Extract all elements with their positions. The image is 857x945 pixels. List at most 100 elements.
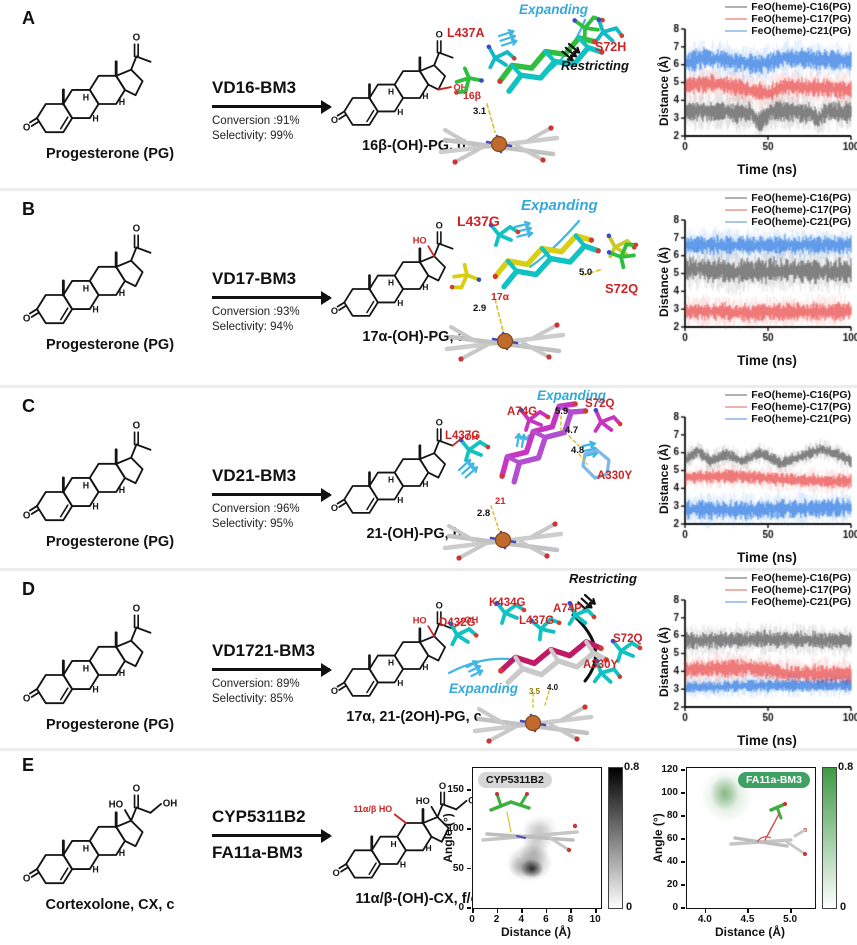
distance-value: 5.9 (555, 406, 569, 417)
svg-text:OH: OH (163, 799, 178, 810)
svg-text:H: H (426, 843, 432, 853)
y-tick-label: 0 (672, 902, 678, 913)
y-tick-label: 60 (666, 833, 678, 845)
y-axis-label: Distance (Å) (657, 56, 671, 127)
conversion-text: Conversion :93% (212, 306, 300, 318)
residue-label: S72Q (585, 398, 615, 410)
svg-text:O: O (133, 224, 141, 235)
x-tickmark (521, 909, 523, 913)
svg-text:O: O (436, 30, 443, 40)
svg-text:11α/β HO: 11α/β HO (353, 804, 392, 814)
residue-label: D432G (439, 617, 476, 629)
svg-text:O: O (23, 122, 31, 133)
svg-text:H: H (400, 859, 406, 869)
residue-label: K434G (489, 597, 526, 609)
residue-label: L437A (447, 26, 485, 40)
legend-label: FeO(heme)-C21(PG) (751, 596, 851, 608)
svg-text:H: H (119, 668, 125, 678)
restricting-label: Restricting (561, 58, 629, 73)
reaction-block: VD17-BM3 Conversion :93% Selectivity: 94… (212, 269, 336, 335)
reaction-arrow (212, 290, 332, 305)
svg-text:H: H (119, 288, 125, 298)
panel-E: E O O OH HO H H H Cortexolone, CX, c CYP5311B2… (0, 748, 857, 945)
svg-text:H: H (92, 114, 98, 124)
x-tickmark (545, 909, 548, 913)
svg-text:OH: OH (453, 82, 467, 92)
y-tick-label: 40 (666, 856, 678, 868)
time-series-plot (657, 412, 857, 552)
site-label: 21 (495, 496, 506, 507)
y-tick-label: 0 (458, 902, 464, 913)
legend-label: FeO(heme)-C17(PG) (751, 584, 851, 596)
colorbar (608, 767, 623, 909)
time-series-plot (657, 595, 857, 735)
x-axis-label: Time (ns) (737, 353, 797, 368)
residue-label: S72Q (605, 281, 639, 296)
substrate-name: Cortexolone, CX, c (45, 897, 175, 913)
svg-text:O: O (23, 873, 31, 884)
svg-text:O: O (133, 604, 141, 615)
x-tick-label: 4.0 (697, 914, 712, 925)
svg-text:H: H (92, 865, 98, 875)
distance-value: 5.0 (579, 267, 593, 278)
legend-label: FeO(heme)-C21(PG) (751, 216, 851, 228)
y-tick-label: 20 (666, 879, 678, 891)
heatmap-plot-area: CYP5311B2 (472, 767, 602, 909)
panel-letter: D (22, 579, 35, 599)
enzyme-name: VD17-BM3 (212, 269, 297, 288)
svg-text:O: O (331, 503, 338, 513)
x-tick-label: 0 (469, 914, 475, 925)
y-tick-label: 50 (452, 862, 464, 874)
residue-label: L437G (519, 615, 555, 627)
mini-molecule (481, 792, 579, 853)
svg-text:H: H (83, 283, 89, 293)
substrate-block: O O H H H Progesterone (PG) (4, 404, 216, 550)
legend-label: FeO(heme)-C21(PG) (751, 413, 851, 425)
substrate-block: O O H H H Progesterone (PG) (4, 587, 216, 733)
x-tickmark (790, 909, 792, 913)
x-axis-label: Distance (Å) (714, 925, 785, 939)
residue-label: A330Y (583, 659, 619, 671)
distance-chart: FeO(heme)-C16(PG) FeO(heme)-C17(PG) FeO(… (657, 0, 857, 188)
legend-label: FeO(heme)-C17(PG) (751, 401, 851, 413)
y-tickmark (467, 867, 471, 870)
svg-text:H: H (388, 278, 394, 288)
svg-text:H: H (119, 848, 125, 858)
legend-label: FeO(heme)-C16(PG) (751, 572, 851, 584)
legend-swatch-c17 (725, 18, 748, 20)
product-block: O O HO H H H 17α-(OH)-PG, a (328, 205, 500, 345)
conversion-text: Conversion :91% (212, 115, 300, 127)
distance-chart: FeO(heme)-C16(PG) FeO(heme)-C17(PG) FeO(… (657, 191, 857, 388)
time-series-plot (657, 215, 857, 355)
reaction-block: VD16-BM3 Conversion :91% Selectivity: 99… (212, 78, 336, 144)
svg-text:O: O (436, 418, 443, 428)
legend-label: FeO(heme)-C16(PG) (751, 1, 851, 13)
molecular-sticks (444, 219, 639, 362)
y-tick-label: 100 (447, 823, 464, 835)
product-name: 21-(OH)-PG, b (366, 526, 462, 542)
substrate-block: O O H H H Progesterone (PG) (4, 207, 216, 353)
x-tick-label: 4.5 (740, 914, 755, 925)
svg-text:H: H (397, 678, 403, 688)
molecular-sticks (442, 401, 623, 561)
svg-text:O: O (333, 868, 340, 878)
svg-text:H: H (83, 480, 89, 490)
legend-swatch-c17 (725, 589, 748, 591)
legend-swatch-c21 (725, 221, 748, 223)
distance-value: 4.8 (571, 445, 585, 456)
x-tick-label: 2 (493, 914, 500, 925)
selectivity-text: Selectivity: 85% (212, 693, 294, 705)
substrate-name: Progesterone (PG) (45, 337, 175, 353)
mini-molecule (729, 802, 807, 856)
enzyme-name: VD16-BM3 (212, 78, 297, 97)
product-name: 17α-(OH)-PG, a (362, 329, 466, 345)
legend-swatch-c21 (725, 30, 748, 32)
molecular-sticks (438, 15, 625, 165)
svg-text:O: O (133, 421, 141, 432)
x-tick-label: 10 (589, 914, 601, 925)
x-tickmark (595, 909, 597, 913)
